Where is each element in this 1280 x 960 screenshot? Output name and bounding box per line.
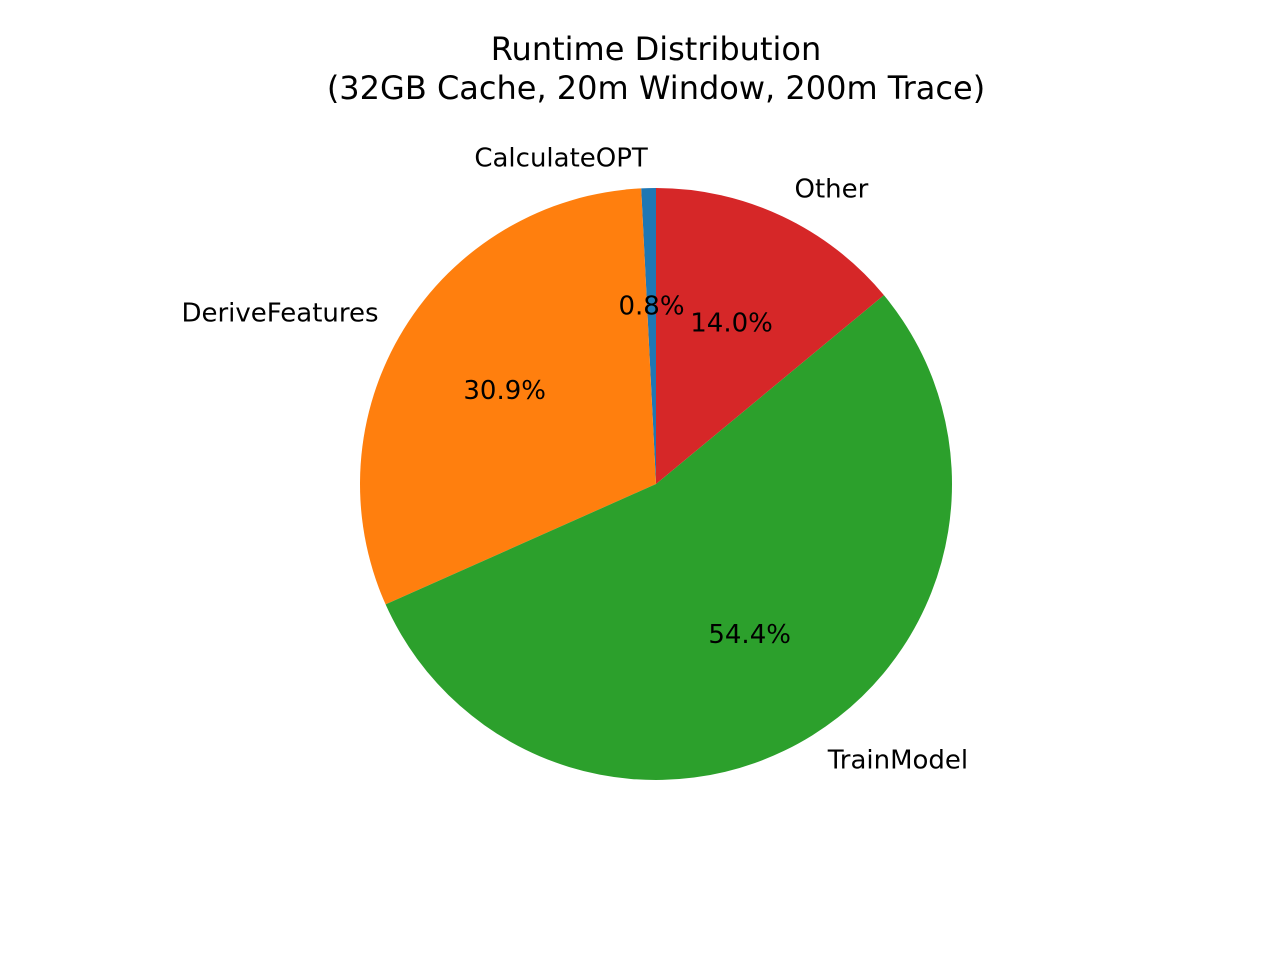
slice-label-calculateopt: CalculateOPT bbox=[474, 144, 648, 174]
slice-label-other: Other bbox=[795, 174, 869, 204]
slice-percent-other: 14.0% bbox=[690, 308, 773, 338]
slice-percent-calculateopt: 0.8% bbox=[619, 291, 685, 321]
slice-percent-trainmodel: 54.4% bbox=[708, 620, 791, 650]
chart-title-line-1: Runtime Distribution bbox=[491, 30, 822, 68]
pie-slice-other bbox=[656, 188, 884, 484]
pie-slice-derivefeatures bbox=[360, 188, 656, 605]
slice-percent-derivefeatures: 30.9% bbox=[463, 376, 546, 406]
pie-labels: CalculateOPT 0.8% DeriveFeatures 30.9% Train… bbox=[181, 144, 968, 776]
chart-title-line-2: (32GB Cache, 20m Window, 200m Trace) bbox=[327, 69, 985, 107]
chart-title: Runtime Distribution (32GB Cache, 20m Wi… bbox=[327, 30, 985, 107]
pie-slice-trainmodel bbox=[385, 295, 952, 780]
pie-slice-calculateopt bbox=[641, 188, 656, 484]
slice-label-derivefeatures: DeriveFeatures bbox=[181, 299, 378, 329]
pie-slices bbox=[360, 188, 952, 780]
slice-label-trainmodel: TrainModel bbox=[827, 746, 968, 776]
